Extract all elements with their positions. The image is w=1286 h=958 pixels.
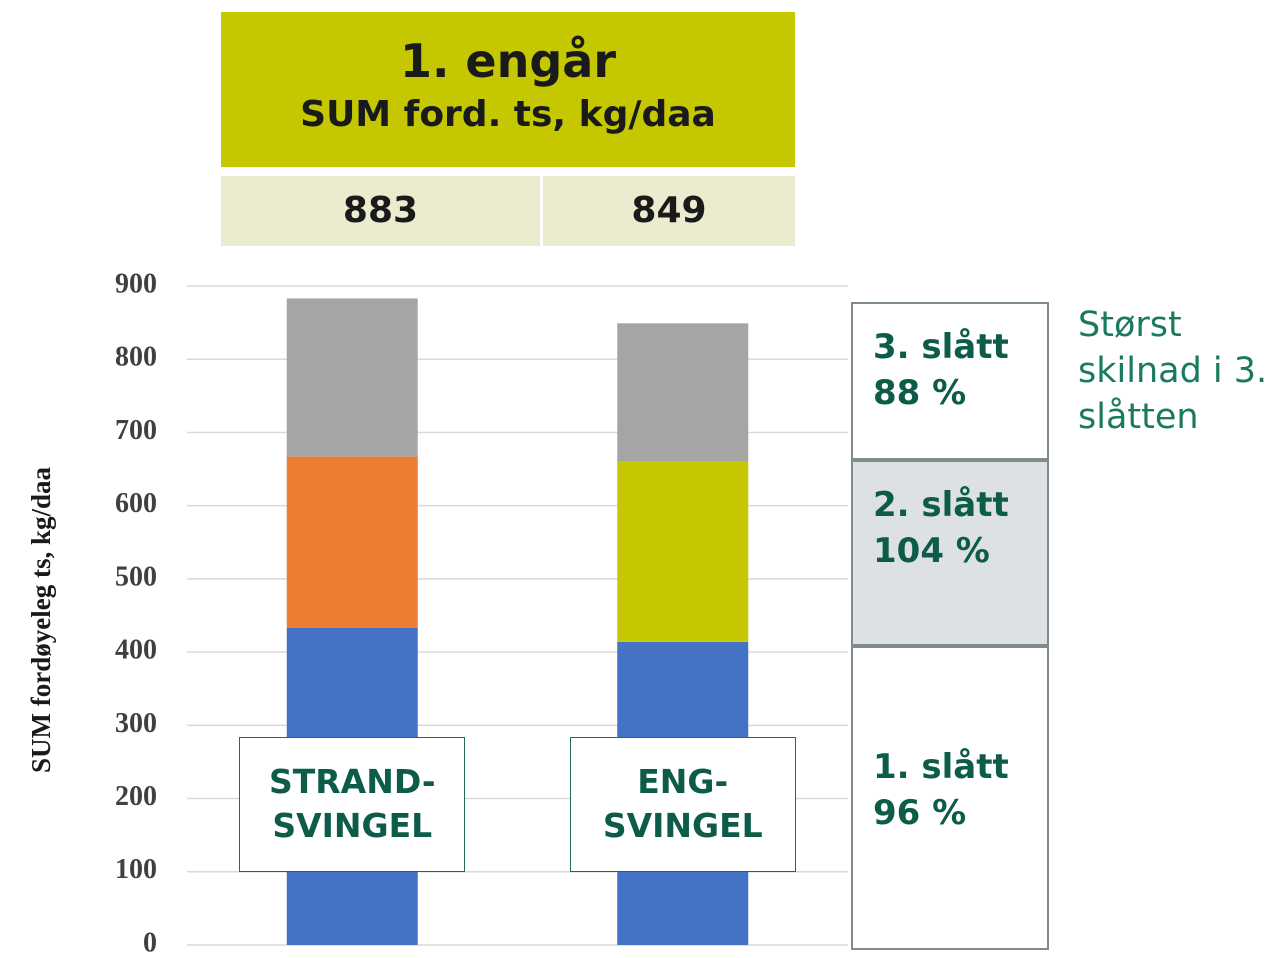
legend-label: 2. slått xyxy=(873,485,1009,525)
y-tick-label: 100 xyxy=(115,854,157,885)
annotation: Størst skilnad i 3. slåtten xyxy=(1078,305,1268,437)
ratio-label: 96 % xyxy=(873,793,967,833)
bar-segment xyxy=(286,298,418,457)
title-box: 1. engår SUM ford. ts, kg/daa xyxy=(221,12,795,167)
total-cell: 849 xyxy=(543,176,795,246)
y-tick-label: 500 xyxy=(115,561,157,592)
category-label: STRAND- SVINGEL xyxy=(239,737,466,872)
y-tick-label: 900 xyxy=(115,268,157,299)
title: 1. engår xyxy=(399,34,617,88)
y-tick-label: 0 xyxy=(143,927,157,958)
bar-segment xyxy=(617,461,749,642)
y-tick-label: 800 xyxy=(115,342,157,373)
category-label: ENG- SVINGEL xyxy=(569,737,796,872)
legend-box: 3. slått 88 % xyxy=(851,302,1049,460)
y-tick-label: 400 xyxy=(115,635,157,666)
legend-box: 1. slått 96 % xyxy=(851,646,1049,950)
ratio-label: 104 % xyxy=(873,531,990,571)
subtitle: SUM ford. ts, kg/daa xyxy=(300,94,716,135)
bar-segment xyxy=(286,456,418,628)
y-tick-label: 700 xyxy=(115,415,157,446)
ratio-label: 88 % xyxy=(873,373,967,413)
y-axis-label: SUM fordøyeleg ts, kg/daa xyxy=(26,467,56,773)
y-tick-label: 600 xyxy=(115,488,157,519)
total-cell: 883 xyxy=(221,176,540,246)
legend-label: 1. slått xyxy=(873,747,1009,787)
y-tick-label: 200 xyxy=(115,781,157,812)
legend-box: 2. slått 104 % xyxy=(851,460,1049,646)
bar-segment xyxy=(617,323,749,462)
y-tick-label: 300 xyxy=(115,708,157,739)
legend-label: 3. slått xyxy=(873,327,1009,367)
